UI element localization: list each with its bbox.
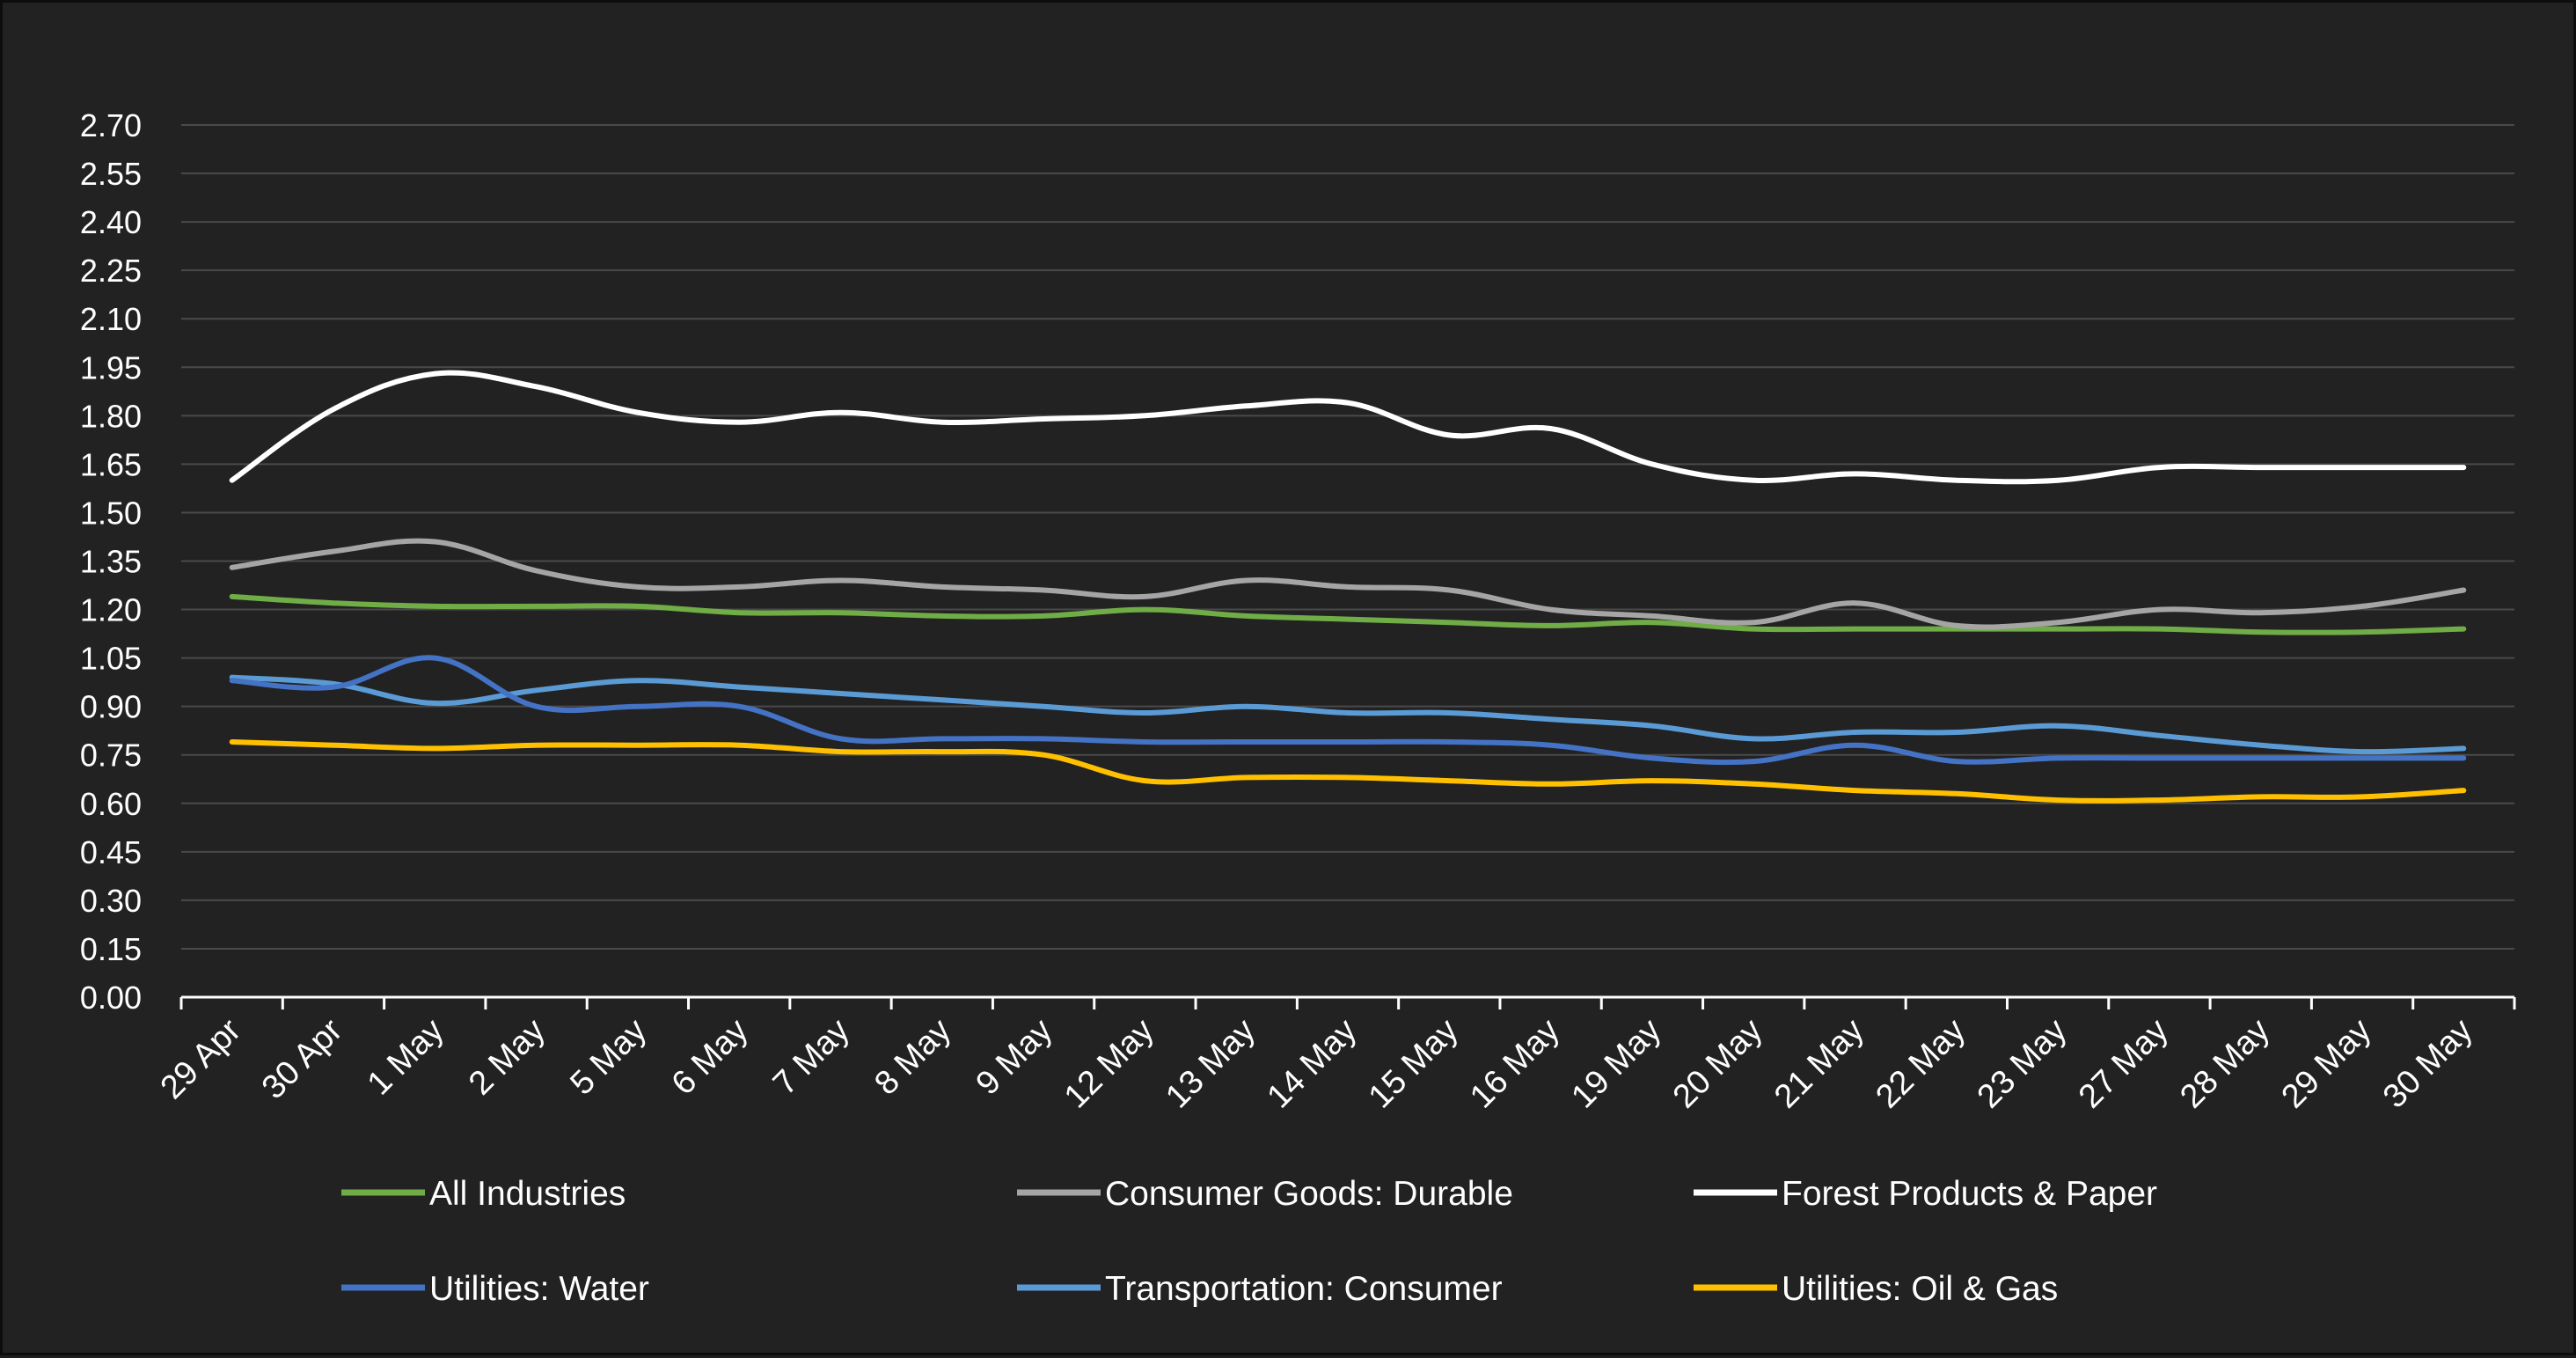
y-tick-label: 0.90 xyxy=(80,689,142,725)
legend-label-all-industries: All Industries xyxy=(429,1175,626,1213)
x-tick-label: 21 May xyxy=(1767,1012,1871,1116)
y-tick-label: 2.25 xyxy=(80,253,142,289)
x-tick-label: 28 May xyxy=(2173,1012,2277,1116)
y-tick-label: 2.70 xyxy=(80,107,142,143)
x-tick-label: 15 May xyxy=(1362,1012,1466,1116)
series-line-transportation-consumer xyxy=(229,674,2467,755)
y-tick-label: 1.80 xyxy=(80,398,142,434)
x-tick-label: 13 May xyxy=(1159,1012,1262,1116)
series-line-forest-products-paper xyxy=(229,370,2467,485)
series-line-utilities-water xyxy=(229,655,2467,766)
y-tick-label: 2.40 xyxy=(80,204,142,240)
series-line-all-industries xyxy=(229,593,2467,635)
x-tick-label: 29 Apr xyxy=(154,1011,249,1106)
y-tick-label: 2.10 xyxy=(80,301,142,337)
gridlines xyxy=(181,124,2514,950)
x-tick-label: 7 May xyxy=(766,1012,857,1103)
y-tick-label: 0.60 xyxy=(80,786,142,822)
x-tick-label: 12 May xyxy=(1057,1012,1161,1116)
line-chart: 0.00 0.15 0.30 0.45 0.60 0.75 0.90 1.05 1.20 1.35… xyxy=(80,107,2516,1308)
x-tick-label: 8 May xyxy=(867,1012,958,1103)
y-tick-label: 0.00 xyxy=(80,980,142,1016)
y-tick-label: 1.05 xyxy=(80,641,142,677)
legend-label-forest-products-paper: Forest Products & Paper xyxy=(1782,1175,2157,1213)
x-tick-label: 27 May xyxy=(2072,1012,2176,1116)
x-tick-label: 23 May xyxy=(1971,1012,2075,1116)
y-tick-label: 0.75 xyxy=(80,738,142,774)
y-axis: 0.00 0.15 0.30 0.45 0.60 0.75 0.90 1.05 1.20 1.35… xyxy=(80,107,142,1016)
legend-label-transportation-consumer: Transportation: Consumer xyxy=(1105,1270,1503,1308)
x-tick-label: 30 May xyxy=(2376,1012,2480,1116)
y-tick-label: 0.15 xyxy=(80,931,142,967)
series-line-utilities-oil-gas xyxy=(229,739,2467,804)
x-tick-label: 14 May xyxy=(1261,1012,1365,1116)
legend-label-utilities-water: Utilities: Water xyxy=(429,1270,649,1308)
legend-label-utilities-oil-gas: Utilities: Oil & Gas xyxy=(1782,1270,2058,1308)
x-tick-label: 29 May xyxy=(2275,1012,2379,1116)
x-tick-label: 19 May xyxy=(1564,1012,1668,1116)
y-tick-label: 1.20 xyxy=(80,592,142,628)
x-tick-label: 1 May xyxy=(361,1012,451,1103)
x-tick-label: 9 May xyxy=(970,1012,1060,1103)
x-tick-label: 5 May xyxy=(563,1012,654,1103)
legend: All Industries Consumer Goods: Durable For… xyxy=(341,1175,2157,1308)
y-tick-label: 0.30 xyxy=(80,883,142,919)
x-axis: 29 Apr 30 Apr 1 May 2 May 5 May 6 May 7 May 8 M… xyxy=(154,995,2516,1116)
y-tick-label: 1.50 xyxy=(80,495,142,531)
x-tick-label: 6 May xyxy=(665,1012,756,1103)
y-tick-label: 2.55 xyxy=(80,156,142,192)
y-tick-label: 1.35 xyxy=(80,544,142,580)
y-tick-label: 1.95 xyxy=(80,349,142,385)
series-line-consumer-goods-durable xyxy=(229,538,2467,630)
x-tick-label: 2 May xyxy=(462,1012,553,1103)
y-tick-label: 0.45 xyxy=(80,834,142,870)
x-tick-label: 30 Apr xyxy=(255,1011,350,1106)
y-tick-label: 1.65 xyxy=(80,446,142,482)
legend-label-consumer-goods-durable: Consumer Goods: Durable xyxy=(1105,1175,1513,1213)
x-tick-label: 16 May xyxy=(1463,1012,1567,1116)
x-tick-label: 22 May xyxy=(1869,1012,1972,1116)
series-lines xyxy=(229,370,2467,804)
x-tick-label: 20 May xyxy=(1666,1012,1770,1116)
